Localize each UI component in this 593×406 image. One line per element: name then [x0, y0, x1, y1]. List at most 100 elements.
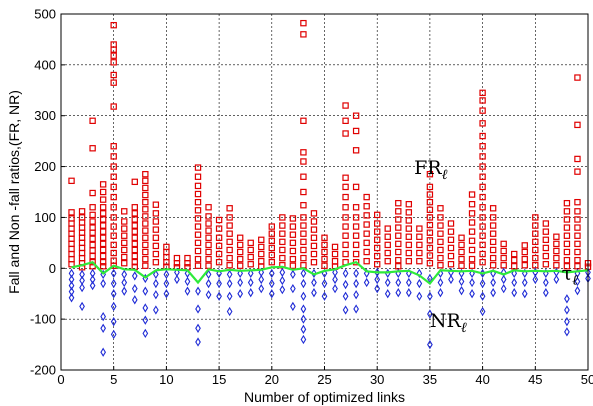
- fr-point: [132, 179, 137, 184]
- fr-point: [406, 218, 411, 223]
- fr-point: [69, 216, 74, 221]
- annotation-label: τℓ: [562, 262, 579, 288]
- fr-point: [195, 248, 200, 253]
- fr-point: [101, 211, 106, 216]
- fr-point: [195, 216, 200, 221]
- nr-point: [333, 285, 337, 292]
- fr-point: [554, 234, 559, 239]
- nr-point: [354, 280, 358, 287]
- fr-point: [280, 256, 285, 261]
- fr-point: [459, 242, 464, 247]
- fr-point: [90, 118, 95, 123]
- data-marks: [69, 21, 591, 356]
- fr-point: [396, 249, 401, 254]
- fr-point: [417, 234, 422, 239]
- x-tick-label: 5: [110, 372, 117, 387]
- fr-point: [227, 247, 232, 252]
- fr-point: [575, 209, 580, 214]
- fr-point: [575, 169, 580, 174]
- x-tick-label: 0: [57, 372, 64, 387]
- nr-point: [291, 303, 295, 310]
- nr-point: [512, 289, 516, 296]
- fr-point: [301, 256, 306, 261]
- nr-point: [133, 285, 137, 292]
- fr-point: [406, 210, 411, 215]
- fr-point: [543, 262, 548, 267]
- nr-point: [280, 286, 284, 293]
- fr-point: [195, 240, 200, 245]
- fr-point: [101, 223, 106, 228]
- fr-point: [469, 238, 474, 243]
- nr-point: [396, 279, 400, 286]
- fr-point: [206, 242, 211, 247]
- fr-point: [132, 223, 137, 228]
- fr-point: [522, 249, 527, 254]
- fr-point: [301, 231, 306, 236]
- fr-point: [501, 248, 506, 253]
- x-tick-label: 30: [370, 372, 384, 387]
- nr-point: [227, 280, 231, 287]
- fr-point: [69, 241, 74, 246]
- fr-point: [396, 241, 401, 246]
- fr-point: [459, 249, 464, 254]
- fr-point: [132, 211, 137, 216]
- fr-point: [311, 227, 316, 232]
- fr-point: [564, 201, 569, 206]
- fr-point: [122, 219, 127, 224]
- fr-point: [406, 234, 411, 239]
- fr-point: [185, 256, 190, 261]
- x-tick-label: 15: [212, 372, 226, 387]
- fr-point: [132, 235, 137, 240]
- fr-point: [301, 159, 306, 164]
- nr-point: [491, 289, 495, 296]
- fr-point: [448, 262, 453, 267]
- fr-point: [69, 246, 74, 251]
- fr-point: [512, 251, 517, 256]
- fr-point: [469, 257, 474, 262]
- fr-point: [206, 221, 211, 226]
- fr-point: [122, 226, 127, 231]
- fr-point: [90, 242, 95, 247]
- fr-point: [406, 242, 411, 247]
- fr-point: [554, 241, 559, 246]
- fr-point: [90, 219, 95, 224]
- fr-point: [79, 225, 84, 230]
- fr-point: [575, 233, 580, 238]
- fr-point: [343, 251, 348, 256]
- fr-point: [238, 257, 243, 262]
- grid-lines: [61, 14, 588, 370]
- fr-point: [238, 235, 243, 240]
- y-tick-label: 400: [34, 57, 56, 72]
- nr-point: [301, 280, 305, 287]
- fr-point: [90, 253, 95, 258]
- nr-point: [101, 325, 105, 332]
- fr-point: [280, 223, 285, 228]
- fr-point: [448, 237, 453, 242]
- fr-point: [343, 194, 348, 199]
- fr-point: [522, 263, 527, 268]
- fr-point: [101, 253, 106, 258]
- fr-point: [406, 259, 411, 264]
- nr-point: [523, 290, 527, 297]
- fr-point: [501, 256, 506, 261]
- fr-point: [290, 216, 295, 221]
- fr-point: [575, 249, 580, 254]
- nr-point: [280, 269, 284, 276]
- fr-point: [69, 251, 74, 256]
- fr-point: [301, 32, 306, 37]
- nr-point: [301, 336, 305, 343]
- y-tick-label: -100: [30, 312, 56, 327]
- fr-point: [385, 226, 390, 231]
- fr-point: [438, 231, 443, 236]
- nr-point: [143, 288, 147, 295]
- fr-point: [143, 221, 148, 226]
- nr-point: [227, 271, 231, 278]
- nr-point: [143, 330, 147, 337]
- fr-point: [343, 224, 348, 229]
- fr-point: [195, 191, 200, 196]
- nr-point: [291, 271, 295, 278]
- fr-point: [69, 221, 74, 226]
- fr-point: [90, 205, 95, 210]
- fr-point: [501, 263, 506, 268]
